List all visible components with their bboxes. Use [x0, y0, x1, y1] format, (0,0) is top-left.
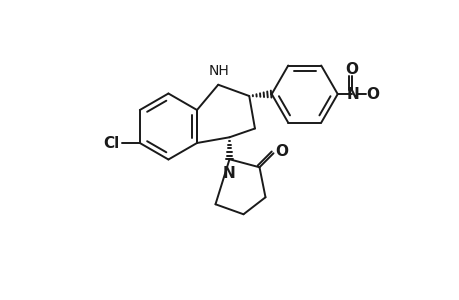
Text: N: N [346, 87, 358, 102]
Text: O: O [344, 61, 358, 76]
Text: Cl: Cl [103, 136, 120, 151]
Text: NH: NH [208, 64, 229, 78]
Text: O: O [365, 87, 378, 102]
Text: O: O [274, 144, 287, 159]
Text: N: N [223, 166, 235, 181]
